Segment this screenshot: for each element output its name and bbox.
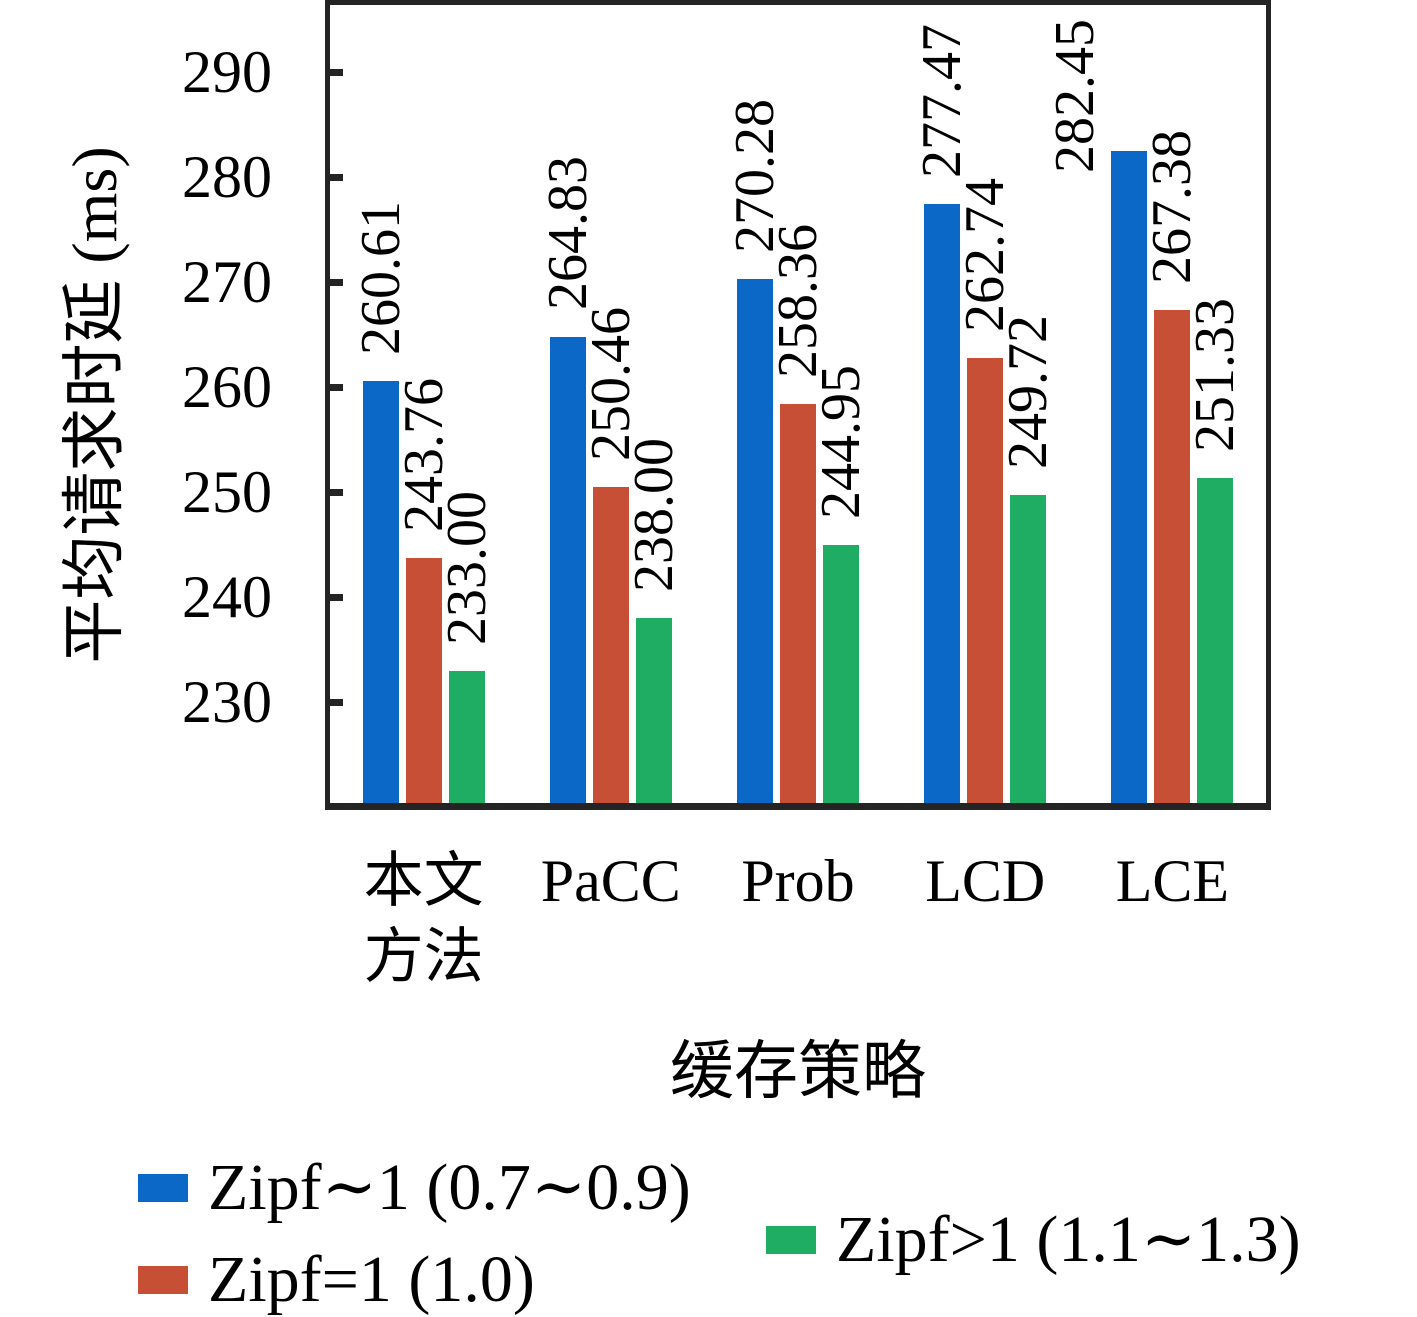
bar <box>823 545 859 803</box>
y-tick <box>330 278 343 286</box>
category-label: 本文 方法 <box>363 848 484 990</box>
y-tick-label: 270 <box>182 249 272 316</box>
bar <box>635 618 672 803</box>
bar <box>448 670 485 803</box>
y-tick-label: 290 <box>182 39 272 106</box>
y-tick-label: 230 <box>182 669 272 736</box>
legend-swatch-green-icon <box>766 1226 816 1254</box>
category-label: LCE <box>1115 848 1230 914</box>
y-tick <box>330 68 343 76</box>
legend-label: Zipf=1 (1.0) <box>208 1243 535 1316</box>
bar <box>362 380 399 803</box>
y-tick-label: 260 <box>182 354 272 421</box>
y-tick <box>330 488 343 496</box>
bar <box>1154 309 1191 803</box>
y-tick <box>330 173 343 181</box>
category-label: PaCC <box>540 848 681 914</box>
y-tick-label: 250 <box>182 459 272 526</box>
bar-value-label: 282.45 <box>1044 19 1107 174</box>
legend-item-zipf-eq-1: Zipf=1 (1.0) <box>138 1244 535 1316</box>
category-label: Prob <box>741 848 855 914</box>
bar <box>924 203 961 803</box>
legend-item-zipf-gt-1: Zipf>1 (1.1∼1.3) <box>766 1204 1301 1276</box>
bar-value-label: 233.00 <box>435 490 498 645</box>
legend-label: Zipf∼1 (0.7∼0.9) <box>208 1151 691 1224</box>
bar <box>967 358 1004 803</box>
bar-value-label: 260.61 <box>349 200 412 355</box>
y-tick <box>330 383 343 391</box>
bar <box>780 404 816 803</box>
bar <box>592 487 629 803</box>
bar-value-label: 238.00 <box>622 438 685 593</box>
y-tick-label: 240 <box>182 564 272 631</box>
bar <box>1010 495 1047 803</box>
bar-value-label: 249.72 <box>997 315 1060 470</box>
bar-value-label: 251.33 <box>1184 298 1247 453</box>
y-tick-label: 280 <box>182 144 272 211</box>
legend-swatch-red-icon <box>138 1266 188 1294</box>
legend-label: Zipf>1 (1.1∼1.3) <box>836 1203 1301 1276</box>
legend-item-zipf-sim-1: Zipf∼1 (0.7∼0.9) <box>138 1152 691 1224</box>
plot-area: 260.61 243.76 233.00 264.83 250.46 238.00 270.… <box>325 0 1271 810</box>
x-axis-title: 缓存策略 <box>670 1036 926 1107</box>
bar <box>405 557 442 803</box>
category-label: LCD <box>925 848 1046 914</box>
bar-value-label: 244.95 <box>810 365 872 520</box>
legend-swatch-blue-icon <box>138 1174 188 1202</box>
y-tick <box>330 593 343 601</box>
bar <box>1111 151 1148 803</box>
y-tick <box>330 698 343 706</box>
bar <box>1197 478 1234 803</box>
bar <box>737 279 773 803</box>
bar <box>549 336 586 803</box>
